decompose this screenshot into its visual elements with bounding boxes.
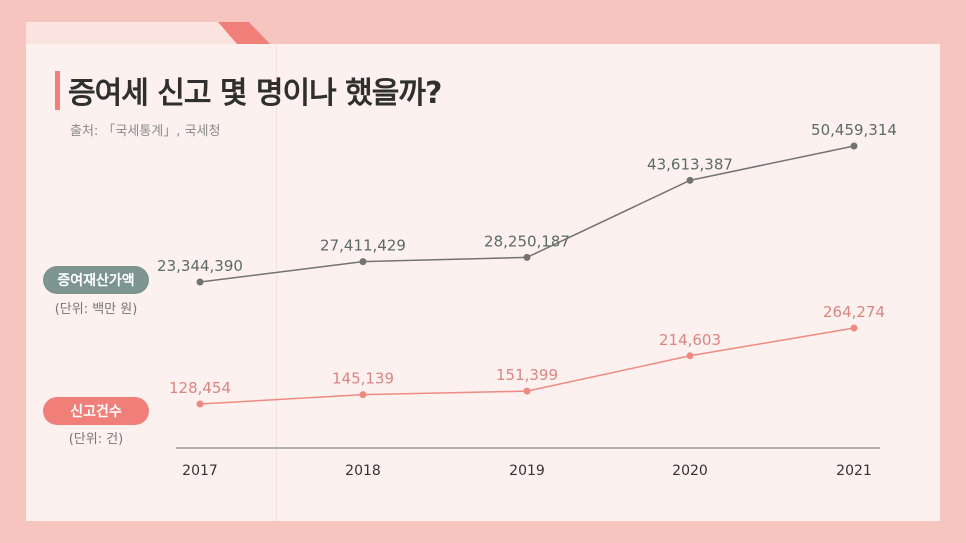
data-point-gift-2019 [523,253,531,261]
source-caption: 출처: 「국세통계」, 국세청 [70,124,221,139]
data-point-gift-2017 [196,278,204,286]
data-label-gift-2020: 43,613,387 [647,155,733,173]
data-point-count-2018 [359,391,367,399]
data-label-count-2019: 151,399 [496,366,558,384]
legend-report-count: 신고건수 [43,397,149,425]
legend-count-unit: (단위: 건) [68,432,124,447]
data-point-count-2019 [523,387,531,395]
x-tick-label-2017: 2017 [182,463,218,479]
data-label-count-2018: 145,139 [332,370,394,388]
card-divider [276,44,277,521]
title-accent-bar [55,71,60,110]
page-title: 증여세 신고 몇 명이나 했을까? [68,76,442,111]
legend-gift-unit: (단위: 백만 원) [54,302,138,317]
data-point-gift-2021 [850,142,858,150]
chart-card [26,44,940,521]
x-tick-label-2021: 2021 [836,463,872,479]
x-tick-label-2019: 2019 [509,463,545,479]
series-line-gift [199,145,855,283]
data-label-gift-2019: 28,250,187 [484,232,570,250]
data-point-gift-2018 [359,258,367,266]
data-label-gift-2018: 27,411,429 [320,237,406,255]
data-label-gift-2017: 23,344,390 [157,257,243,275]
data-point-count-2020 [686,352,694,360]
x-tick-label-2020: 2020 [672,463,708,479]
data-point-gift-2020 [686,176,694,184]
data-label-count-2017: 128,454 [169,379,231,397]
x-tick-label-2018: 2018 [345,463,381,479]
data-label-count-2021: 264,274 [823,303,885,321]
data-label-count-2020: 214,603 [659,331,721,349]
data-point-count-2021 [850,324,858,332]
data-label-gift-2021: 50,459,314 [811,121,897,139]
data-point-count-2017 [196,400,204,408]
legend-gift-amount: 증여재산가액 [43,266,149,294]
